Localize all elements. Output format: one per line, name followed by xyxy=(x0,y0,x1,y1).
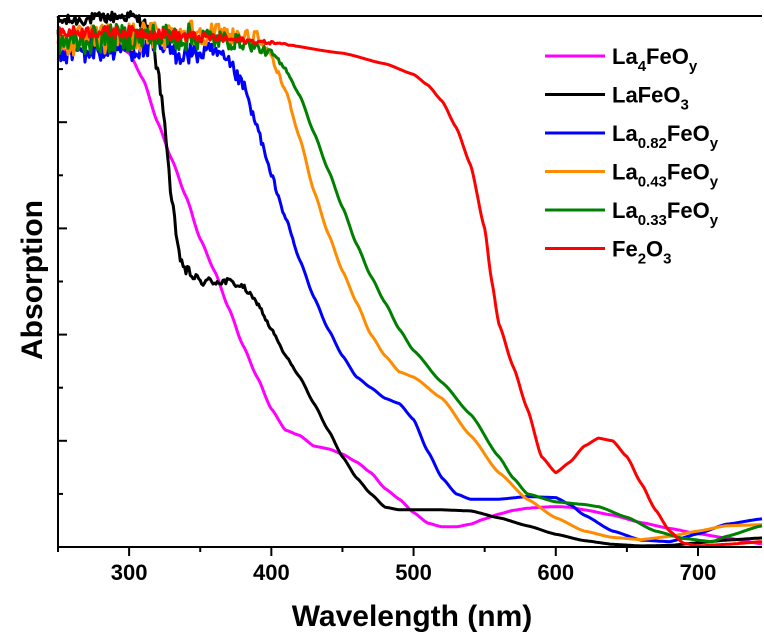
legend-label-5: Fe2O3 xyxy=(612,237,672,268)
legend-label-4: La0.33FeOy xyxy=(612,198,719,229)
x-tick-label: 500 xyxy=(395,560,432,585)
x-tick-label: 400 xyxy=(253,560,290,585)
x-tick-label: 600 xyxy=(537,560,574,585)
x-tick-label: 700 xyxy=(680,560,717,585)
legend-label-3: La0.43FeOy xyxy=(612,160,719,191)
legend-label-0: La4FeOy xyxy=(612,44,698,75)
y-axis-ticks xyxy=(58,16,67,494)
x-axis-label: Wavelength (nm) xyxy=(292,600,533,633)
y-axis-label: Absorption xyxy=(16,200,49,360)
x-axis-ticks: 300 400 500 600 700 xyxy=(58,547,716,585)
x-tick-label: 300 xyxy=(111,560,148,585)
legend-label-2: La0.82FeOy xyxy=(612,121,719,152)
legend: La4FeOy LaFeO3 La0.82FeOy La0.43FeOy La0.33F… xyxy=(545,44,719,268)
legend-label-1: LaFeO3 xyxy=(612,83,689,114)
